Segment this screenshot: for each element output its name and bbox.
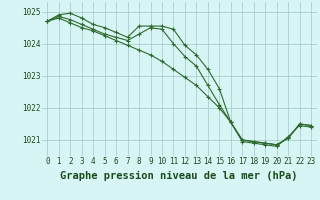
X-axis label: Graphe pression niveau de la mer (hPa): Graphe pression niveau de la mer (hPa) xyxy=(60,171,298,181)
